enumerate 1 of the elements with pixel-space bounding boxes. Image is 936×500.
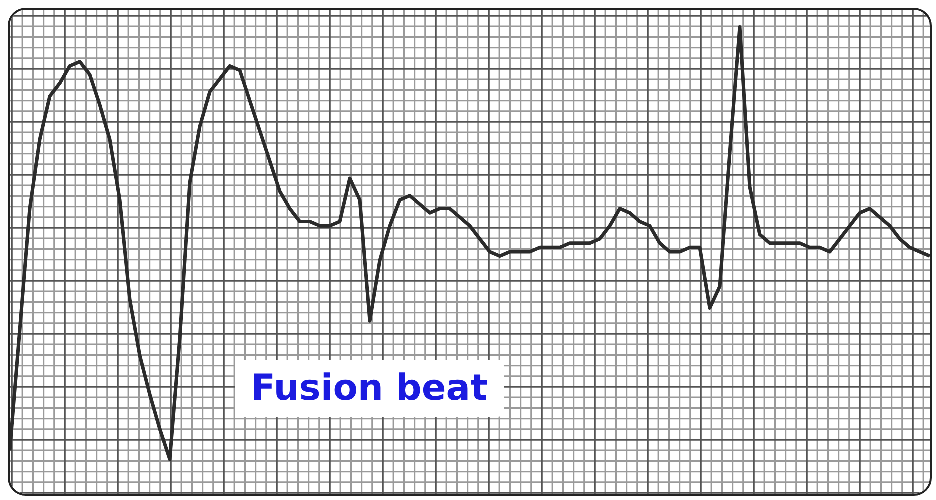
annotation: Fusion beat — [235, 360, 504, 417]
